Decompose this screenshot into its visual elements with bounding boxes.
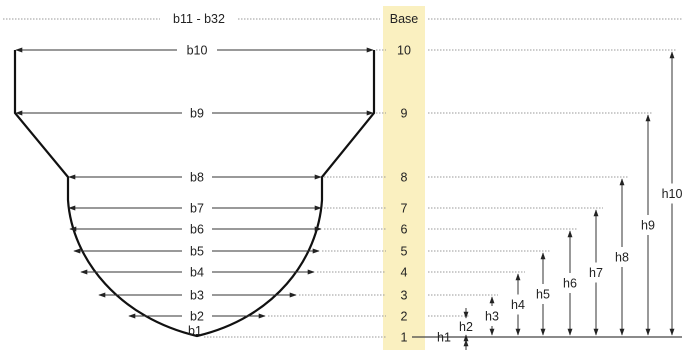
level-number-10: 10 <box>397 44 411 58</box>
height-label-h5: h5 <box>536 288 550 302</box>
height-label-h3: h3 <box>485 310 499 324</box>
width-label-4: b4 <box>190 266 204 280</box>
level-number-2: 2 <box>401 310 408 324</box>
width-label-9: b9 <box>190 107 204 121</box>
level-number-7: 7 <box>401 202 408 216</box>
height-label-h1: h1 <box>437 331 451 345</box>
height-label-h8: h8 <box>615 251 629 265</box>
width-label-5: b5 <box>190 245 204 259</box>
level-group: b1 1 b2 2 b3 3 b4 4 b5 5 b6 6 b7 7 b8 8 b9 9 b10 10 <box>16 44 682 345</box>
level-number-1: 1 <box>401 331 408 345</box>
height-label-h10: h10 <box>662 187 683 201</box>
height-label-h2: h2 <box>459 320 473 334</box>
level-number-4: 4 <box>401 266 408 280</box>
top-span-label: b11 - b32 <box>173 12 225 26</box>
width-label-3: b3 <box>190 289 204 303</box>
width-label-6: b6 <box>190 223 204 237</box>
height-label-h6: h6 <box>563 277 577 291</box>
level-number-5: 5 <box>401 245 408 259</box>
level-number-8: 8 <box>401 171 408 185</box>
height-group: h1 h2 h3 h4 h5 h6 h7 h8 h9 h10 <box>437 52 682 350</box>
height-label-h7: h7 <box>589 266 603 280</box>
height-label-h4: h4 <box>511 298 525 312</box>
base-label: Base <box>390 12 419 26</box>
level-number-9: 9 <box>401 107 408 121</box>
level-number-6: 6 <box>401 223 408 237</box>
level-number-3: 3 <box>401 289 408 303</box>
width-label-8: b8 <box>190 171 204 185</box>
height-label-h9: h9 <box>641 219 655 233</box>
width-label-2: b2 <box>190 310 204 324</box>
width-label-7: b7 <box>190 202 204 216</box>
width-label-10: b10 <box>187 44 208 58</box>
width-label-1: b1 <box>188 324 202 338</box>
